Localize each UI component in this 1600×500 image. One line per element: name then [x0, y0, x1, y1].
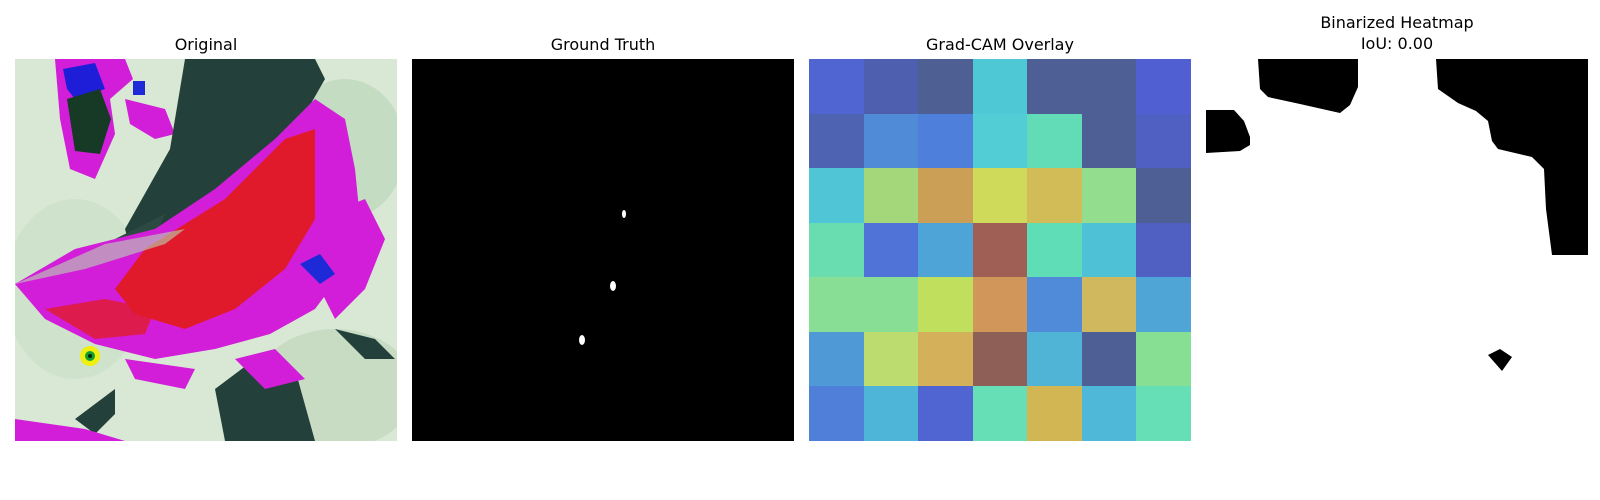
gradcam-cell [864, 114, 918, 168]
gradcam-cell [809, 277, 864, 332]
ground-truth-spot [610, 281, 616, 291]
gradcam-cell [1027, 168, 1082, 223]
gradcam-cell [1136, 114, 1191, 168]
gradcam-cell [809, 332, 864, 386]
original-image-graphic [15, 59, 397, 441]
heatmap-region [1258, 59, 1358, 113]
gradcam-cell [864, 223, 918, 277]
gradcam-cell [864, 332, 918, 386]
gradcam-cell [918, 277, 973, 332]
gradcam-cell [809, 59, 864, 114]
gradcam-cell [973, 386, 1027, 441]
gradcam-cell [864, 277, 918, 332]
gradcam-cell [1082, 386, 1136, 441]
gradcam-cell [1136, 168, 1191, 223]
gradcam-cell [1027, 332, 1082, 386]
heatmap-region [1436, 59, 1588, 255]
original-image [15, 59, 397, 441]
gradcam-cell [973, 114, 1027, 168]
gradcam-cell [864, 386, 918, 441]
panel-title-ground-truth: Ground Truth [550, 35, 656, 54]
gradcam-cell [1027, 223, 1082, 277]
gradcam-cell [1136, 332, 1191, 386]
ground-truth-mask [412, 59, 794, 441]
ground-truth-spot [622, 210, 626, 218]
panel-title-original: Original [174, 35, 238, 54]
gradcam-cell [918, 223, 973, 277]
gradcam-cell [864, 168, 918, 223]
gradcam-cell [1136, 59, 1191, 114]
gradcam-cell [1027, 59, 1082, 114]
gradcam-cell [1136, 386, 1191, 441]
gradcam-overlay-grid [809, 59, 1191, 441]
gradcam-cell [973, 168, 1027, 223]
gradcam-cell [1027, 114, 1082, 168]
gradcam-cell [864, 59, 918, 114]
binarized-heatmap-graphic [1206, 59, 1588, 441]
gradcam-cell [1082, 332, 1136, 386]
heatmap-region [1206, 110, 1250, 153]
gradcam-cell [1082, 114, 1136, 168]
gradcam-cell [918, 114, 973, 168]
gradcam-cell [809, 168, 864, 223]
iou-score-label: IoU: 0.00 [1360, 34, 1434, 53]
panel-title-gradcam-overlay: Grad-CAM Overlay [926, 35, 1074, 54]
gradcam-cell [918, 168, 973, 223]
gradcam-cell [973, 277, 1027, 332]
gradcam-cell [1027, 277, 1082, 332]
gradcam-cell [973, 332, 1027, 386]
gradcam-cell [1027, 386, 1082, 441]
panel-title-binarized-heatmap: Binarized Heatmap IoU: 0.00 [1206, 12, 1588, 54]
ground-truth-spot [579, 335, 585, 345]
gradcam-cell [1136, 223, 1191, 277]
binarized-heatmap [1206, 59, 1588, 441]
gradcam-cell [809, 386, 864, 441]
gradcam-cell [809, 223, 864, 277]
gradcam-cell [918, 332, 973, 386]
gradcam-cell [918, 59, 973, 114]
gradcam-cell [1082, 277, 1136, 332]
gradcam-cell [1082, 168, 1136, 223]
gradcam-cell [1136, 277, 1191, 332]
gradcam-cell [973, 223, 1027, 277]
gradcam-cell [809, 114, 864, 168]
gradcam-overlay [809, 59, 1191, 441]
gradcam-cell [1082, 59, 1136, 114]
heatmap-region [1488, 349, 1512, 371]
binarized-heatmap-title: Binarized Heatmap [1320, 13, 1474, 32]
gradcam-cell [1082, 223, 1136, 277]
ground-truth-mask-graphic [412, 59, 794, 441]
gradcam-cell [918, 386, 973, 441]
gradcam-cell [973, 59, 1027, 114]
